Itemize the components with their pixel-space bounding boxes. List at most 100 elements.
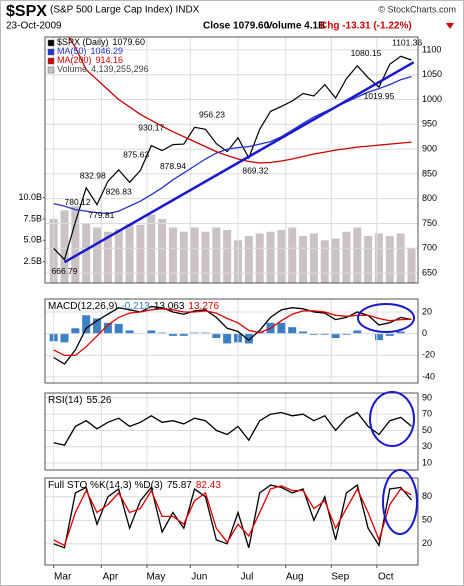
histogram-bar bbox=[374, 333, 383, 341]
volume-bar bbox=[93, 227, 102, 283]
legend-entry: MA(200) 914.16 bbox=[57, 55, 123, 65]
histogram-bar bbox=[331, 333, 340, 339]
panel-frame bbox=[44, 392, 419, 471]
volume-bar bbox=[396, 233, 405, 283]
indicator-value: 13.063 bbox=[154, 301, 185, 312]
panel bbox=[45, 478, 418, 565]
y-tick-label: 80 bbox=[422, 491, 432, 501]
panel-label: RSI(14) 55.26 bbox=[48, 395, 112, 406]
price-annotation: 780.12 bbox=[65, 197, 91, 207]
panels: 6507007508008509009501000105011002.5B5.0… bbox=[18, 36, 442, 583]
series-line bbox=[53, 308, 412, 357]
y-tick-label: 850 bbox=[422, 168, 437, 178]
histogram-bar bbox=[299, 331, 308, 334]
close: Close 1079.60 bbox=[203, 21, 270, 32]
panel-label: Full STO %K(14,3) %D(3) 75.87 82.43 bbox=[48, 480, 221, 491]
y2-tick-label: 7.5B bbox=[23, 213, 42, 223]
y-tick-label: 50 bbox=[422, 515, 432, 525]
change: Chg -13.31 (-1.22%) bbox=[320, 21, 412, 32]
x-tick-label: Sep bbox=[331, 572, 349, 583]
price-annotation: 869.32 bbox=[242, 166, 268, 176]
volume-bar bbox=[385, 236, 394, 283]
price-annotation: 875.63 bbox=[123, 149, 149, 159]
histogram-bar bbox=[179, 333, 188, 336]
panel bbox=[45, 393, 418, 470]
volume-bar bbox=[201, 231, 210, 283]
histogram-bar bbox=[385, 333, 394, 336]
volume-bar bbox=[168, 227, 177, 283]
y-tick-label: 10 bbox=[422, 457, 432, 467]
y-tick-label: 30 bbox=[422, 441, 432, 451]
legend-value: 1079.60 bbox=[113, 37, 146, 47]
legend-value: 1046.29 bbox=[91, 46, 124, 56]
panel bbox=[45, 37, 418, 283]
volume-bar bbox=[277, 230, 286, 283]
histogram-bar bbox=[244, 333, 253, 344]
series-line bbox=[53, 75, 412, 215]
histogram-bar bbox=[168, 333, 177, 336]
volume-bar bbox=[114, 229, 123, 283]
volume-bar bbox=[125, 223, 134, 283]
histogram-bar bbox=[288, 327, 297, 334]
price-annotation: 1080.15 bbox=[351, 48, 382, 58]
histogram-bar bbox=[158, 332, 167, 334]
histogram-bar bbox=[396, 331, 405, 334]
highlight-ellipse bbox=[357, 303, 415, 333]
legend-entry: Volume 4,139,255,296 bbox=[57, 64, 149, 74]
histogram-bar bbox=[342, 333, 351, 335]
x-tick-label: Jun bbox=[191, 572, 207, 583]
volume-bar bbox=[374, 233, 383, 283]
histogram-bar bbox=[277, 322, 286, 334]
price-annotation: 666.79 bbox=[52, 266, 78, 276]
indicator-name: MACD(12,26,9) bbox=[48, 301, 117, 312]
volume-bar bbox=[158, 218, 167, 283]
y-tick-label: -40 bbox=[422, 371, 435, 381]
legend-value: 4,139,255,296 bbox=[91, 64, 149, 74]
volume-bar bbox=[223, 230, 232, 283]
histogram-bar bbox=[103, 322, 112, 334]
highlight-ellipse bbox=[382, 469, 418, 535]
volume-bar bbox=[190, 227, 199, 283]
legend-name: Volume bbox=[57, 64, 87, 74]
panel-label: MACD(12,26,9) -0.213 13.063 13.276 bbox=[48, 301, 219, 312]
panel bbox=[45, 299, 418, 383]
x-tick-label: Jul bbox=[241, 572, 254, 583]
volume-bar bbox=[342, 231, 351, 283]
histogram-bar bbox=[82, 315, 91, 334]
series-line bbox=[53, 411, 412, 446]
volume-bar bbox=[82, 223, 91, 283]
y-tick-label: 20 bbox=[422, 306, 432, 316]
series-line bbox=[53, 484, 412, 549]
indicator-name: RSI(14) bbox=[48, 395, 82, 406]
histogram-bar bbox=[201, 332, 210, 334]
histogram-bar bbox=[125, 330, 134, 334]
price-annotation: 930.17 bbox=[138, 122, 164, 132]
volume-bar bbox=[299, 236, 308, 283]
y-tick-label: 50 bbox=[422, 425, 432, 435]
legend-value: 914.16 bbox=[96, 55, 124, 65]
volume-bar bbox=[320, 240, 329, 283]
legend-swatch bbox=[47, 39, 55, 47]
legend-entry: MA(50) 1046.29 bbox=[57, 46, 123, 56]
legend-entry: $SPX (Daily) 1079.60 bbox=[57, 37, 145, 47]
histogram-bar bbox=[60, 333, 69, 343]
legend-swatch bbox=[47, 48, 55, 56]
histogram-bar bbox=[190, 332, 199, 334]
series-line bbox=[68, 37, 412, 164]
x-tick-label: May bbox=[146, 572, 165, 583]
histogram-bar bbox=[309, 333, 318, 335]
y-tick-label: 20 bbox=[422, 538, 432, 548]
price-annotation: 878.94 bbox=[160, 161, 186, 171]
histogram-bar bbox=[93, 318, 102, 334]
indicator-value: 82.43 bbox=[196, 480, 221, 491]
volume-bar bbox=[136, 224, 145, 283]
histogram-bar bbox=[223, 333, 232, 344]
date: 23-Oct-2009 bbox=[6, 21, 62, 32]
y-tick-label: 90 bbox=[422, 392, 432, 402]
volume-bar bbox=[288, 227, 297, 283]
indicator-value: 75.87 bbox=[167, 480, 192, 491]
price-annotation: 826.83 bbox=[106, 187, 132, 197]
panel-frame bbox=[44, 298, 419, 384]
symbol: $SPX bbox=[6, 3, 47, 20]
